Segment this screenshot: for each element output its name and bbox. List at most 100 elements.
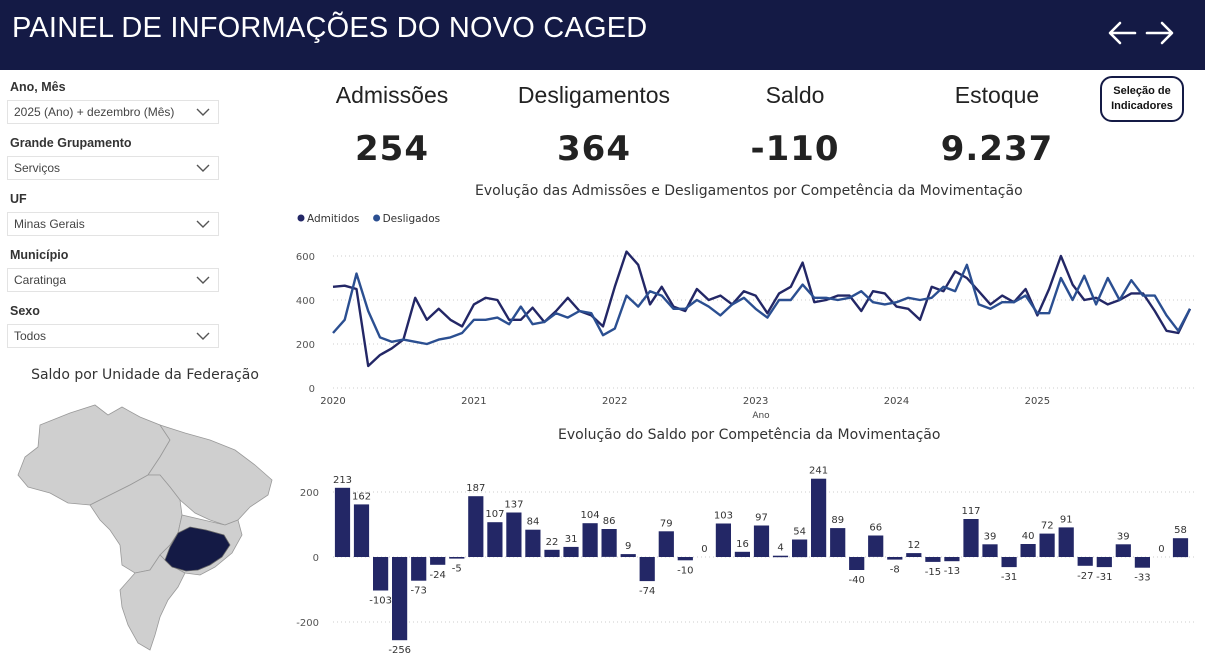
saldo-bar[interactable] xyxy=(449,557,465,559)
x-tick-label: 2025 xyxy=(1025,396,1050,407)
saldo-bar[interactable] xyxy=(525,529,541,557)
saldo-bar[interactable] xyxy=(506,512,522,558)
saldo-bar[interactable] xyxy=(963,519,979,557)
saldo-bar[interactable] xyxy=(1020,544,1036,557)
saldo-bar[interactable] xyxy=(753,525,770,558)
saldo-bar[interactable] xyxy=(868,535,884,557)
y-tick-label: -200 xyxy=(296,618,319,629)
x-tick-label: 2022 xyxy=(602,396,627,407)
saldo-bar[interactable] xyxy=(430,557,446,565)
saldo-bar[interactable] xyxy=(639,557,655,582)
bar-data-label: 137 xyxy=(504,500,523,511)
saldo-bar[interactable] xyxy=(982,544,998,557)
saldo-bar[interactable] xyxy=(906,553,922,557)
saldo-bar[interactable] xyxy=(334,487,351,557)
series-line-desligados[interactable] xyxy=(332,263,1192,346)
bar-data-label: 31 xyxy=(565,534,578,545)
saldo-bar[interactable] xyxy=(544,549,560,557)
bar-data-label: 213 xyxy=(333,475,352,486)
series-line-admitidos[interactable] xyxy=(332,250,1192,368)
saldo-bar[interactable] xyxy=(715,523,731,558)
kpi-value: 9.237 xyxy=(940,129,1054,169)
chevron-down-icon xyxy=(196,276,210,284)
bar-data-label: 97 xyxy=(755,513,768,524)
x-tick-label: 2024 xyxy=(884,396,909,407)
filter-select-municipio[interactable]: Caratinga xyxy=(7,268,219,292)
arrow-left-icon[interactable] xyxy=(1105,16,1139,50)
saldo-bar[interactable] xyxy=(944,557,960,562)
saldo-bar[interactable] xyxy=(925,557,941,562)
saldo-bar[interactable] xyxy=(1039,533,1055,557)
saldo-bar[interactable] xyxy=(658,531,674,557)
kpi-label: Desligamentos xyxy=(517,82,671,108)
bar-data-label: 22 xyxy=(546,537,559,548)
saldo-bar[interactable] xyxy=(849,557,865,570)
saldo-bar[interactable] xyxy=(468,496,484,557)
saldo-bar[interactable] xyxy=(792,539,808,558)
bar-data-label: 54 xyxy=(793,527,806,538)
saldo-bar[interactable] xyxy=(1077,557,1093,566)
legend-label: Desligados xyxy=(383,213,441,225)
bar-data-label: -13 xyxy=(944,566,960,577)
filter-select-sexo[interactable]: Todos xyxy=(7,324,219,348)
saldo-bar[interactable] xyxy=(353,504,370,557)
filter-value: Caratinga xyxy=(14,273,67,287)
saldo-bar[interactable] xyxy=(411,557,427,581)
bar-data-label: 72 xyxy=(1041,521,1054,532)
saldo-bar[interactable] xyxy=(772,555,789,558)
bar-data-label: 89 xyxy=(831,515,844,526)
bar-data-label: 0 xyxy=(701,544,707,555)
x-tick-label: 2020 xyxy=(320,396,345,407)
bar-data-label: -27 xyxy=(1077,571,1093,582)
saldo-bar[interactable] xyxy=(1001,557,1017,568)
kpi-saldo: Saldo -110 xyxy=(700,82,890,169)
bar-chart-title: Evolução do Saldo por Competência da Mov… xyxy=(558,427,941,443)
saldo-bar[interactable] xyxy=(830,528,846,557)
saldo-bar[interactable] xyxy=(373,557,389,591)
saldo-bar[interactable] xyxy=(392,557,408,641)
saldo-bar[interactable] xyxy=(601,529,617,557)
kpi-value: 254 xyxy=(355,129,429,169)
line-chart-title: Evolução das Admissões e Desligamentos p… xyxy=(475,183,1023,199)
saldo-bar[interactable] xyxy=(677,557,693,561)
saldo-bar[interactable] xyxy=(1096,557,1112,568)
bar-data-label: 187 xyxy=(466,483,485,494)
filter-label-ano-mes: Ano, Mês xyxy=(10,80,66,94)
saldo-bar[interactable] xyxy=(887,557,903,560)
bar-data-label: -73 xyxy=(411,586,427,597)
bar-data-label: 66 xyxy=(869,523,882,534)
x-tick-label: 2023 xyxy=(743,396,768,407)
filter-select-uf[interactable]: Minas Gerais xyxy=(7,212,219,236)
kpi-label: Estoque xyxy=(954,82,1040,108)
legend-marker xyxy=(297,214,305,222)
filter-select-ano-mes[interactable]: 2025 (Ano) + dezembro (Mês) xyxy=(7,100,219,124)
saldo-bar[interactable] xyxy=(811,478,827,557)
map-region-south xyxy=(119,554,186,651)
saldo-bar[interactable] xyxy=(487,522,503,557)
bar-data-label: -15 xyxy=(925,567,941,578)
arrow-right-icon[interactable] xyxy=(1143,16,1177,50)
indicator-selection-button[interactable]: Seleção de Indicadores xyxy=(1100,76,1184,122)
saldo-bar[interactable] xyxy=(1134,557,1150,568)
brazil-map[interactable] xyxy=(10,395,275,657)
filter-label-municipio: Município xyxy=(10,248,69,262)
chevron-down-icon xyxy=(196,332,210,340)
bar-data-label: -8 xyxy=(890,565,900,576)
bar-data-label: -31 xyxy=(1096,572,1112,583)
bar-data-label: -40 xyxy=(849,575,865,586)
bar-data-label: -256 xyxy=(388,645,411,656)
bar-data-label: 162 xyxy=(352,491,371,502)
y-tick-label: 0 xyxy=(313,553,319,564)
bar-data-label: 39 xyxy=(1117,531,1130,542)
bar-data-label: 9 xyxy=(625,541,631,552)
filter-label-sexo: Sexo xyxy=(10,304,40,318)
saldo-bar[interactable] xyxy=(563,546,579,557)
saldo-bar[interactable] xyxy=(1058,527,1074,557)
saldo-bar[interactable] xyxy=(620,554,636,557)
saldo-bar[interactable] xyxy=(734,551,750,557)
bar-data-label: 16 xyxy=(736,539,749,550)
saldo-bar[interactable] xyxy=(1115,544,1131,557)
filter-select-grande-grupamento[interactable]: Serviços xyxy=(7,156,219,180)
saldo-bar[interactable] xyxy=(1172,538,1189,558)
saldo-bar[interactable] xyxy=(582,523,598,557)
